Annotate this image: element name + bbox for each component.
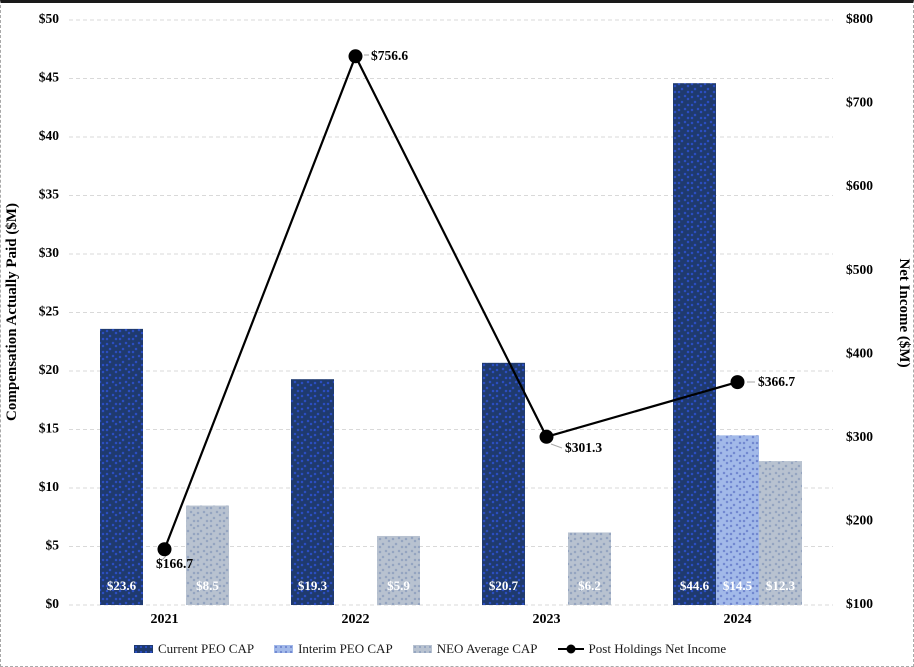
bar-value-label: $8.5 <box>196 578 219 593</box>
left-axis-tick-label: $0 <box>46 596 60 611</box>
left-axis-tick-label: $50 <box>39 11 60 26</box>
legend-item-post-holdings-net-income: Post Holdings Net Income <box>557 641 727 657</box>
bar-neo-average-cap <box>759 461 802 605</box>
line-value-label: $166.7 <box>156 556 193 571</box>
right-axis-tick-label: $700 <box>846 95 873 110</box>
right-axis-tick-label: $600 <box>846 178 873 193</box>
left-axis-tick-label: $40 <box>39 128 60 143</box>
left-axis-tick-label: $15 <box>39 421 60 436</box>
data-label-leader-line <box>550 443 563 449</box>
bar-value-label: $23.6 <box>107 578 137 593</box>
legend-swatch <box>412 645 432 653</box>
left-axis-tick-label: $20 <box>39 362 60 377</box>
legend-label: Current PEO CAP <box>158 641 255 656</box>
left-axis-tick-label: $35 <box>39 187 60 202</box>
line-value-label: $366.7 <box>758 374 795 389</box>
right-axis-tick-label: $300 <box>846 429 873 444</box>
line-marker <box>730 375 745 390</box>
bar-current-peo-cap <box>482 362 525 605</box>
bar-current-peo-cap <box>291 379 334 605</box>
left-axis-tick-label: $45 <box>39 70 60 85</box>
bar-interim-peo-cap <box>716 435 759 605</box>
data-label-leader-line <box>161 555 167 561</box>
legend-label: NEO Average CAP <box>436 641 538 656</box>
legend-item-interim-peo-cap: Interim PEO CAP <box>274 641 393 657</box>
line-value-label: $301.3 <box>565 440 602 455</box>
right-axis-title: Net Income ($M) <box>896 258 912 367</box>
line-marker <box>157 542 172 557</box>
bar-value-label: $20.7 <box>489 578 519 593</box>
line-marker <box>539 429 554 444</box>
legend-swatch <box>134 645 153 653</box>
legend-swatch <box>274 645 294 653</box>
left-axis-tick-label: $25 <box>39 304 60 319</box>
legend-item-neo-average-cap: NEO Average CAP <box>412 641 538 657</box>
x-axis-category-label: 2021 <box>151 612 179 627</box>
right-axis-tick-label: $400 <box>846 345 873 360</box>
chart-legend: Current PEO CAP Interim PEO CAP NEO Averag… <box>134 636 726 662</box>
bar-neo-average-cap <box>568 532 611 605</box>
bar-value-label: $44.6 <box>680 578 710 593</box>
legend-label: Post Holdings Net Income <box>588 641 727 656</box>
left-axis-tick-label: $10 <box>39 479 60 494</box>
bar-value-label: $19.3 <box>298 578 328 593</box>
legend-label: Interim PEO CAP <box>298 641 393 656</box>
x-axis-category-label: 2022 <box>342 612 370 627</box>
left-axis-tick-label: $5 <box>46 538 60 553</box>
net-income-line <box>163 53 738 550</box>
legend-item-current-peo-cap: Current PEO CAP <box>134 641 254 657</box>
line-marker <box>348 49 363 64</box>
left-axis-tick-label: $30 <box>39 245 60 260</box>
bar-current-peo-cap <box>100 328 143 605</box>
bar-current-peo-cap <box>673 83 716 606</box>
bar-value-label: $5.9 <box>387 578 410 593</box>
chart-canvas: $0 $5 $10 $15 $20 $25 $30 $35 $40 $45 $50 $100 $200 $… <box>4 11 912 627</box>
line-value-label: $756.6 <box>371 48 408 63</box>
left-axis-title: Compensation Actually Paid ($M) <box>4 203 20 421</box>
right-axis-tick-label: $500 <box>846 262 873 277</box>
x-axis-category-label: 2024 <box>724 612 752 627</box>
bar-neo-average-cap <box>377 535 420 605</box>
bar-neo-average-cap <box>186 505 229 605</box>
right-axis-tick-label: $200 <box>846 513 873 528</box>
right-axis-tick-label: $800 <box>846 11 873 26</box>
bar-value-label: $12.3 <box>766 578 796 593</box>
bar-value-label: $6.2 <box>578 578 601 593</box>
bar-value-label: $14.5 <box>723 578 753 593</box>
right-axis-tick-label: $100 <box>846 596 873 611</box>
x-axis-category-label: 2023 <box>533 612 561 627</box>
legend-line-marker <box>557 644 584 654</box>
